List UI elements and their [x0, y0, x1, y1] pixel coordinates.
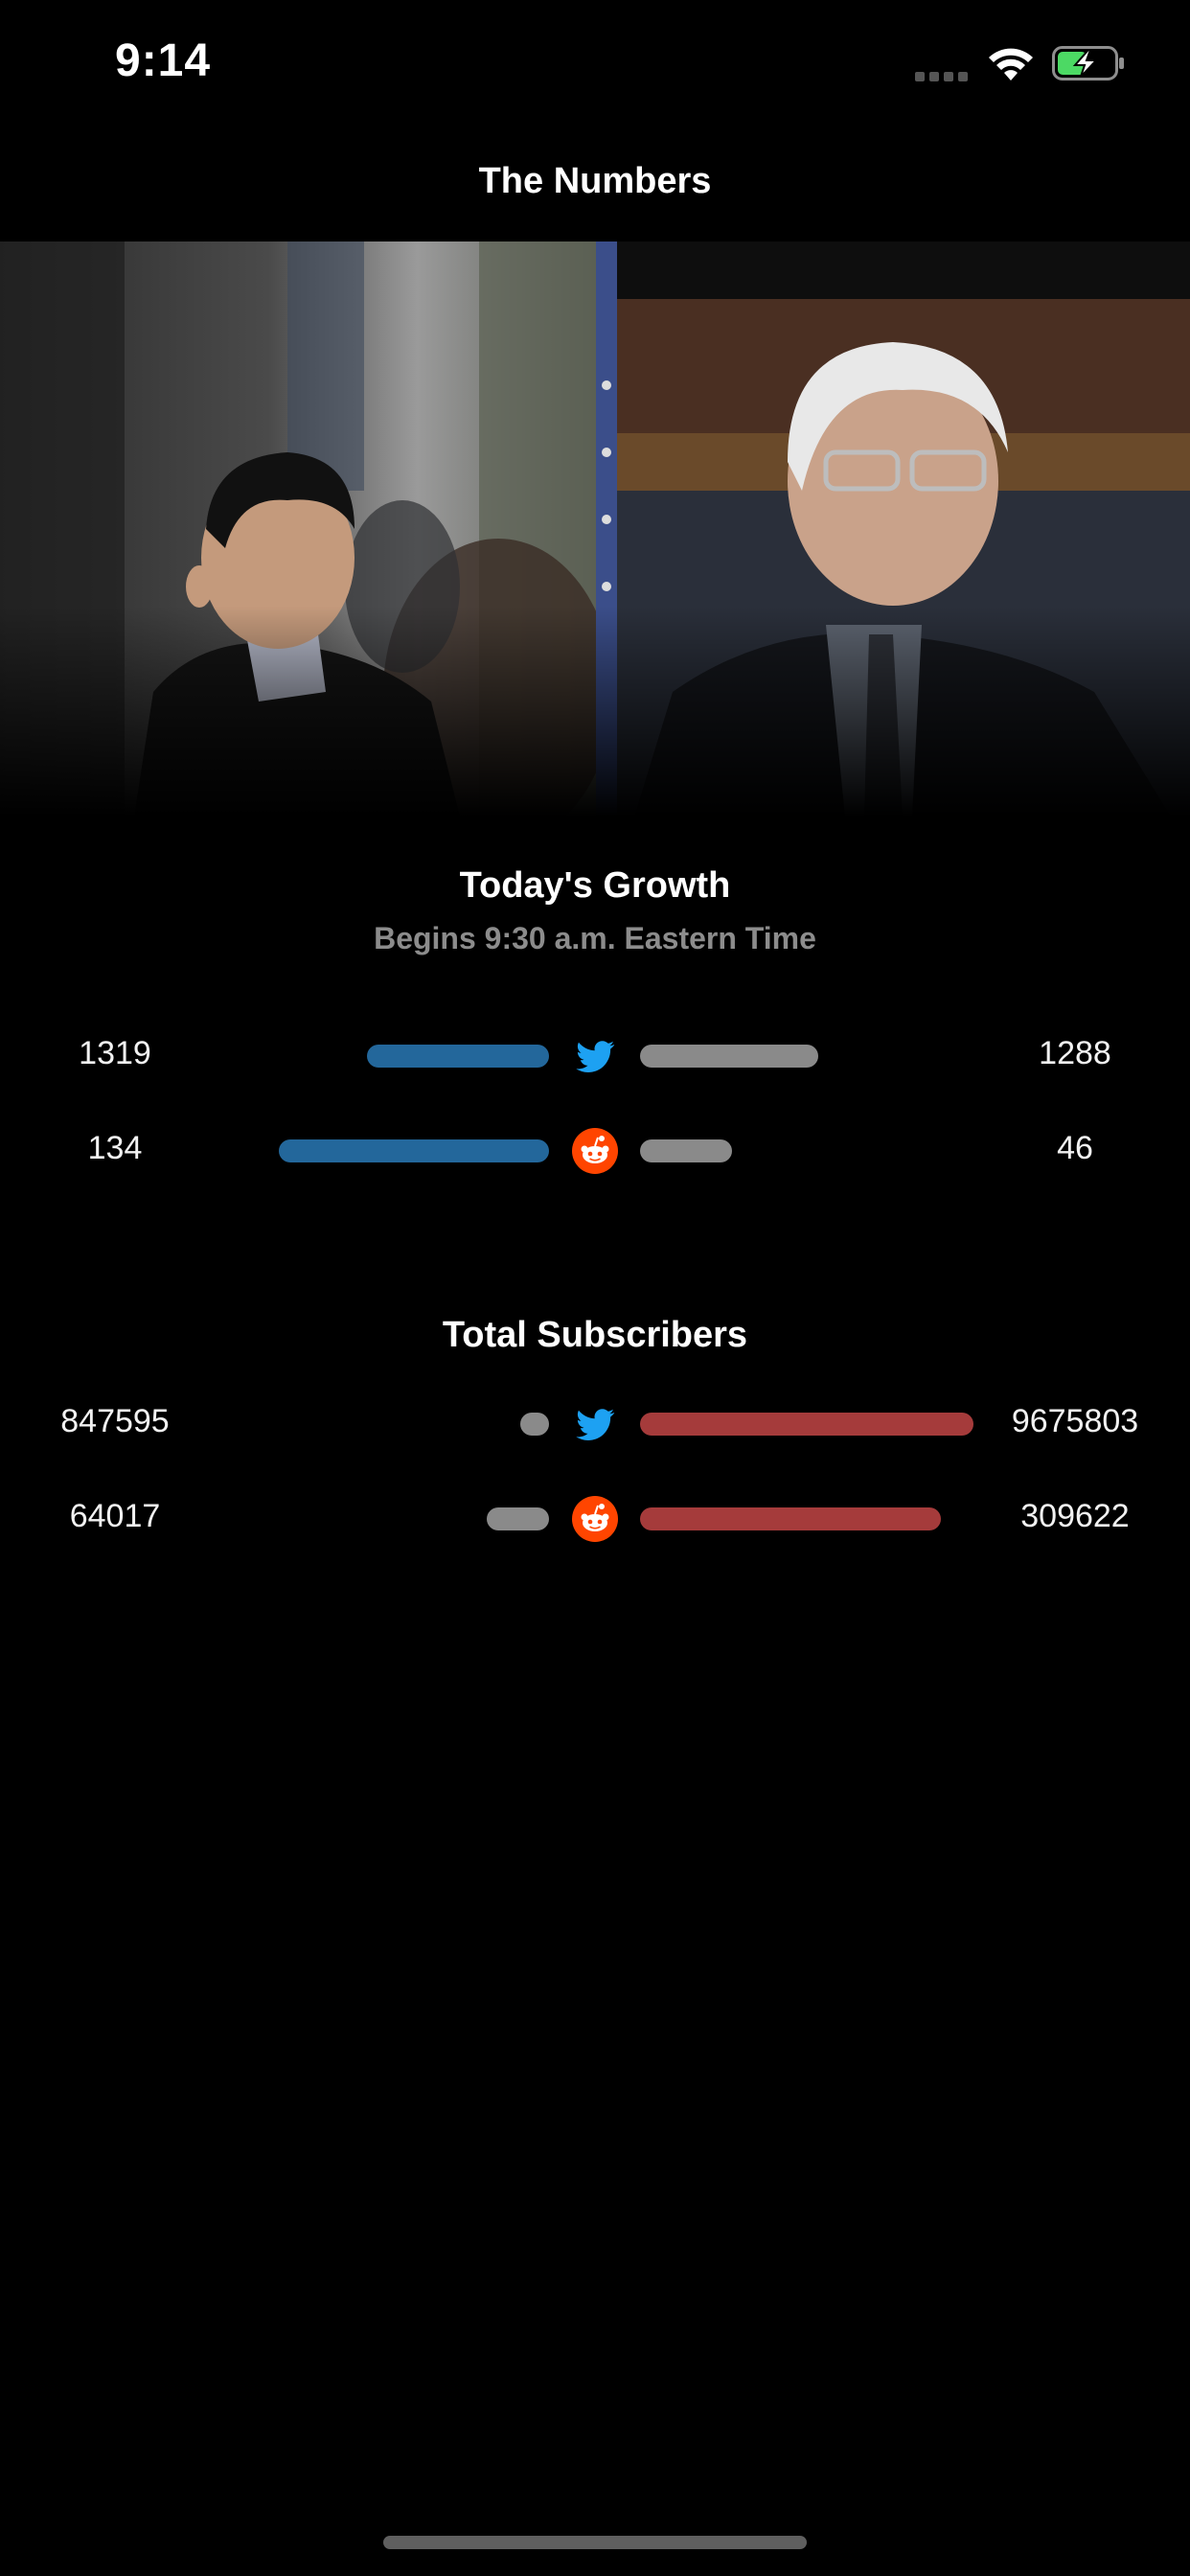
page-title: The Numbers [478, 161, 712, 201]
status-time: 9:14 [115, 35, 212, 86]
reddit-alien-icon [572, 1496, 618, 1542]
twitter-bird-icon [576, 1041, 615, 1072]
wifi-icon [989, 48, 1033, 80]
subscribers-twitter-right-bar [640, 1413, 973, 1436]
growth-reddit-left-bar [279, 1139, 549, 1162]
growth-twitter-right-bar [640, 1045, 818, 1068]
subscribers-reddit-right-bar [640, 1507, 941, 1530]
subscribers-row-twitter: 847595 9675803 [0, 1395, 1190, 1453]
subscribers-twitter-right-value: 9675803 [1011, 1403, 1139, 1439]
growth-section-title: Today's Growth [459, 865, 731, 906]
hero-images [0, 242, 1190, 816]
growth-twitter-left-value: 1319 [79, 1035, 151, 1071]
hero-fade-overlay [0, 606, 1190, 816]
growth-row-twitter: 1319 1288 [0, 1027, 1190, 1085]
growth-twitter-left-bar [367, 1045, 549, 1068]
battery-charging-icon [1052, 46, 1124, 80]
status-bar: 9:14 [0, 0, 1190, 126]
growth-row-reddit: 134 46 [0, 1122, 1190, 1180]
subscribers-twitter-left-bar [520, 1413, 549, 1436]
growth-reddit-left-value: 134 [87, 1130, 143, 1166]
growth-reddit-right-bar [640, 1139, 732, 1162]
subscribers-reddit-left-bar [487, 1507, 549, 1530]
reddit-alien-icon [572, 1128, 618, 1174]
subscribers-twitter-left-value: 847595 [60, 1403, 170, 1439]
growth-section-subtitle: Begins 9:30 a.m. Eastern Time [374, 921, 816, 955]
subscribers-section-title: Total Subscribers [442, 1315, 748, 1355]
growth-reddit-right-value: 46 [1057, 1130, 1093, 1166]
subscribers-row-reddit: 64017 309622 [0, 1490, 1190, 1548]
home-indicator[interactable] [383, 2536, 807, 2549]
subscribers-reddit-right-value: 309622 [1020, 1498, 1130, 1534]
subscribers-reddit-left-value: 64017 [69, 1498, 161, 1534]
twitter-bird-icon [576, 1409, 615, 1440]
growth-twitter-right-value: 1288 [1039, 1035, 1111, 1071]
cellular-signal-icon [915, 70, 973, 81]
